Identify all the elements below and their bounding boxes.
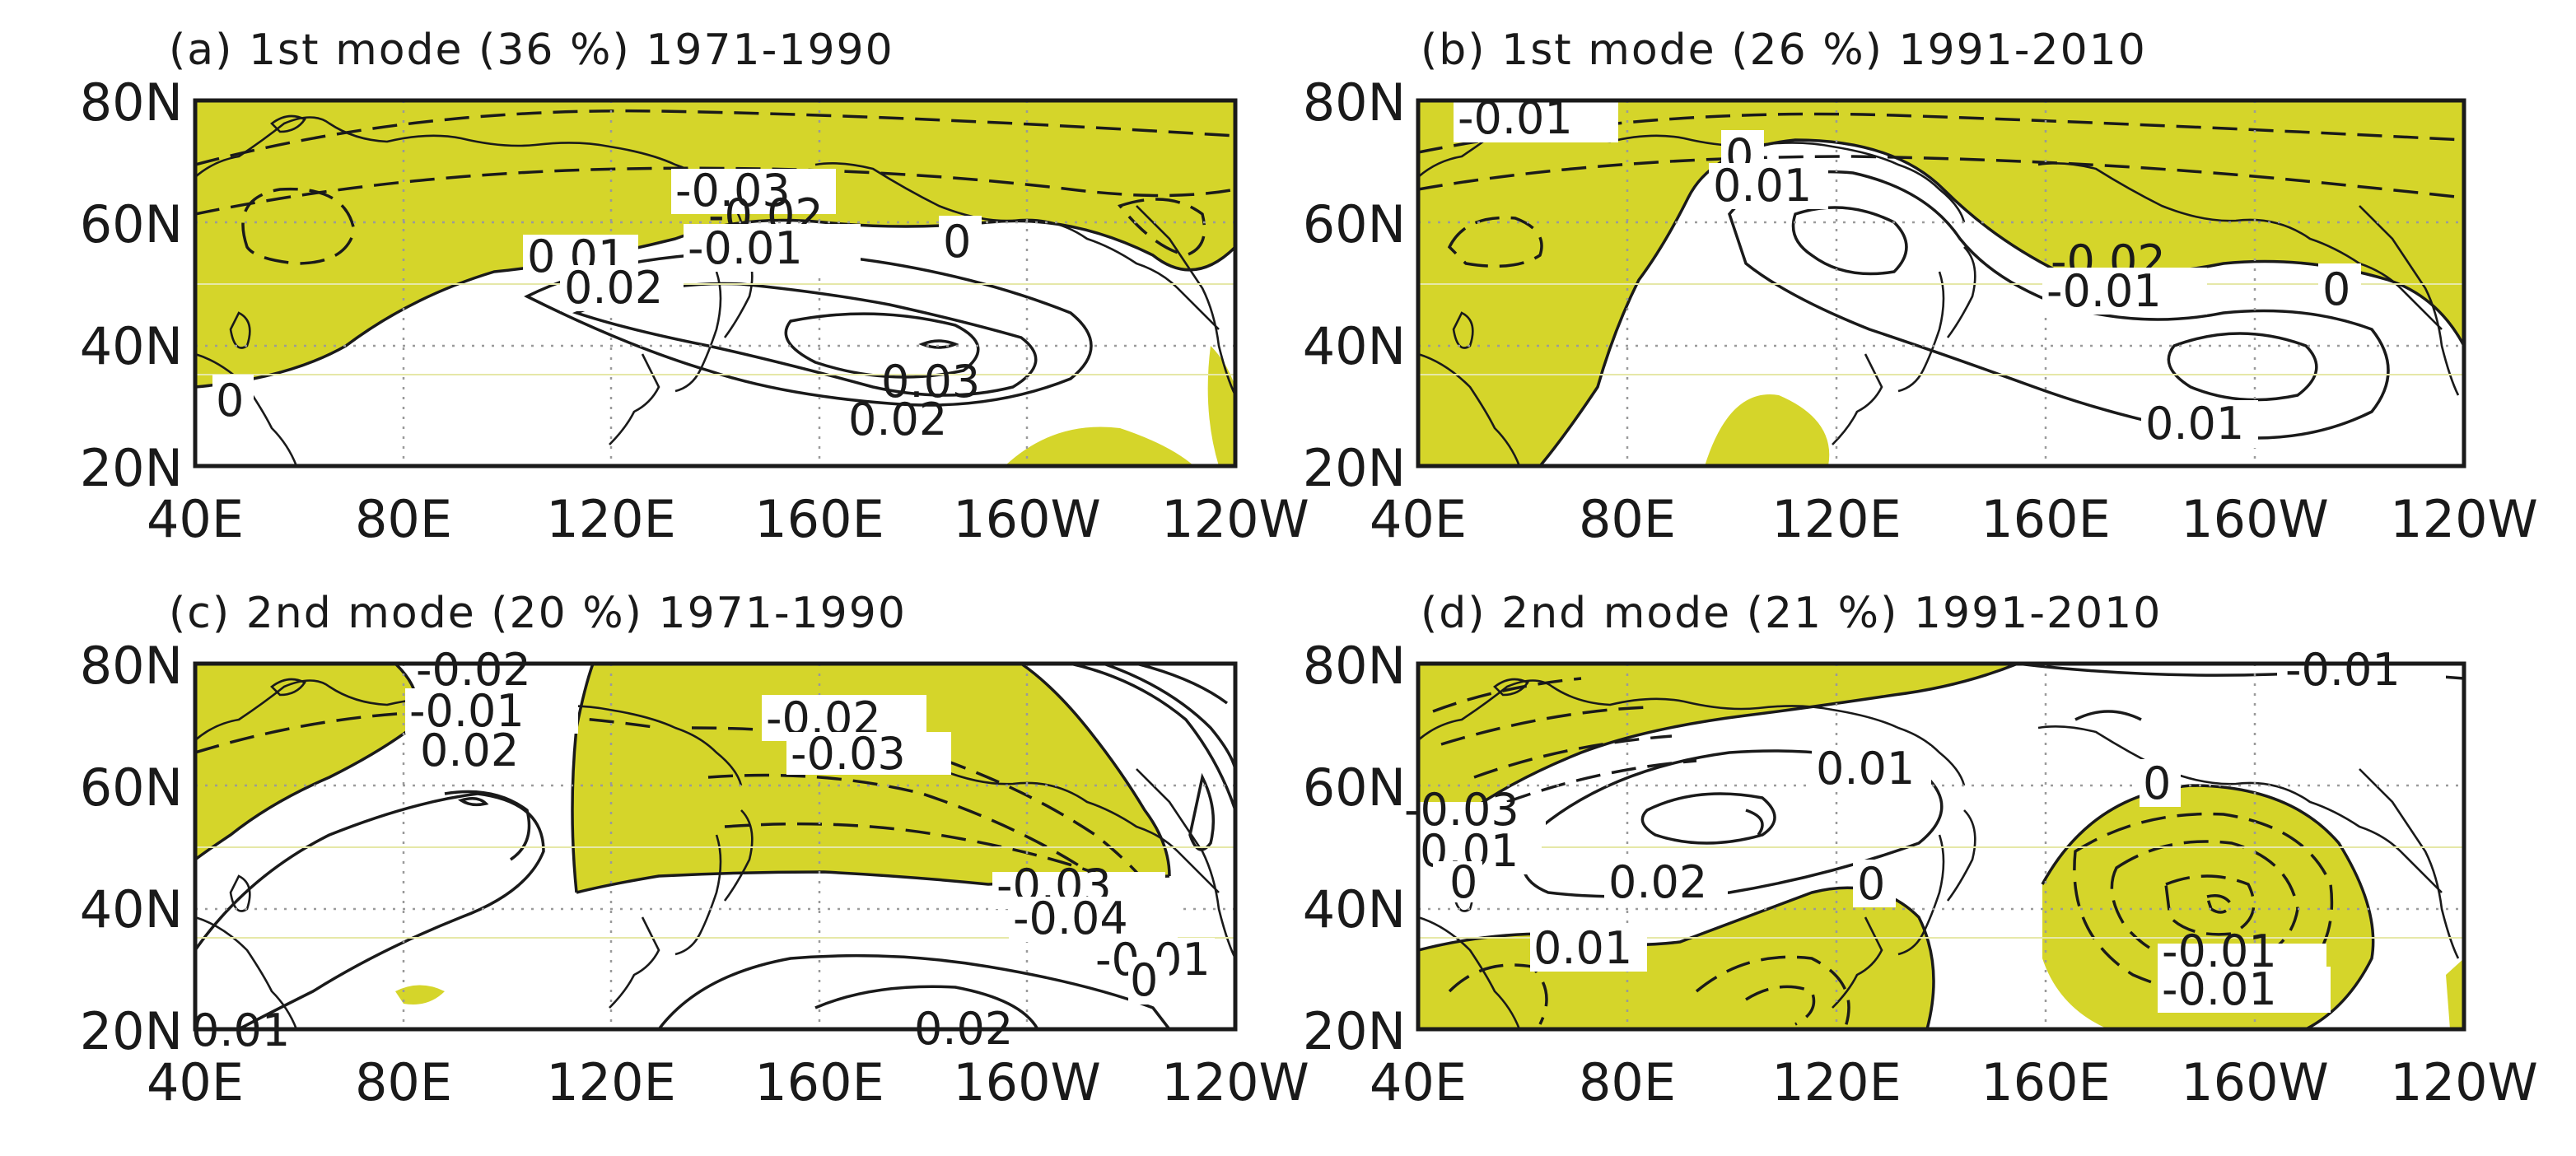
panel-a: (a) 1st mode (36 %) 1971-1990 <box>80 26 1309 549</box>
panel-c-contour-label: 0.02 <box>420 725 519 776</box>
lon-tick-label: 160E <box>754 489 884 549</box>
lat-tick-label: 80N <box>80 636 183 696</box>
panel-b-lon-ticks: 40E 80E 120E 160E 160W 120W <box>1370 489 2538 549</box>
lon-tick-label: 120W <box>2390 1052 2538 1112</box>
lon-tick-label: 80E <box>1579 1052 1676 1112</box>
panel-c-lon-ticks: 40E 80E 120E 160E 160W 120W <box>147 1052 1309 1112</box>
lat-tick-label: 20N <box>1303 438 1406 498</box>
lon-tick-label: 40E <box>147 489 244 549</box>
lon-tick-label: 80E <box>355 1052 452 1112</box>
panel-d-contour-label: 0.02 <box>1608 856 1707 908</box>
panel-b-contour-label: 0.01 <box>2145 398 2244 450</box>
panel-d-contour-labels: -0.01 0.01 0 -0.03 0.01 0 0.02 0 0.01 -0… <box>1404 644 2446 1015</box>
lon-tick-label: 160W <box>953 1052 1101 1112</box>
panel-c-contour-label: -0.03 <box>791 728 906 780</box>
panel-a-title: (a) 1st mode (36 %) 1971-1990 <box>169 26 894 75</box>
lon-tick-label: 40E <box>1370 1052 1467 1112</box>
panel-d-contour-label: -0.03 <box>1404 784 1519 836</box>
lon-tick-label: 120E <box>546 489 676 549</box>
lon-tick-label: 40E <box>147 1052 244 1112</box>
lon-tick-label: 160E <box>754 1052 884 1112</box>
panel-b-title: (b) 1st mode (26 %) 1991-2010 <box>1421 26 2147 75</box>
lon-tick-label: 160W <box>2181 489 2329 549</box>
panel-d-contour-label: 0 <box>2143 757 2171 809</box>
lat-tick-label: 40N <box>1303 879 1406 939</box>
panel-c-title: (c) 2nd mode (20 %) 1971-1990 <box>169 589 907 638</box>
lon-tick-label: 160E <box>1981 489 2111 549</box>
lat-tick-label: 60N <box>80 194 183 254</box>
panel-d-contour-label: 0 <box>1449 856 1477 908</box>
panel-b: (b) 1st mode (26 %) 1991-2010 - <box>1303 26 2538 549</box>
lon-tick-label: 120W <box>1161 489 1309 549</box>
panel-d-lon-ticks: 40E 80E 120E 160E 160W 120W <box>1370 1052 2538 1112</box>
panel-a-contour-labels: -0.03 -0.02 -0.01 0 0.01 0.02 0.03 0.02 … <box>212 165 982 445</box>
lat-tick-label: 80N <box>80 72 183 133</box>
panel-a-contour-label: 0.02 <box>848 394 947 445</box>
lon-tick-label: 160W <box>2181 1052 2329 1112</box>
panel-a-contour-label: 0.02 <box>564 262 663 314</box>
panel-d-lat-ticks: 80N 60N 40N 20N <box>1303 636 1406 1061</box>
lat-tick-label: 60N <box>80 757 183 818</box>
panel-a-lon-ticks: 40E 80E 120E 160E 160W 120W <box>147 489 1309 549</box>
lon-tick-label: 120W <box>1161 1052 1309 1112</box>
panel-d: (d) 2nd mode (21 %) 1991-2010 <box>1303 589 2538 1112</box>
panel-d-contour-label: -0.01 <box>2285 644 2401 696</box>
panel-a-contour-label: 0 <box>216 375 244 427</box>
panel-c-contour-labels: -0.02 -0.01 0.02 -0.02 -0.03 -0.03 -0.04… <box>191 644 1215 1056</box>
lat-tick-label: 80N <box>1303 72 1406 133</box>
panel-b-contour-label: 0.01 <box>1713 160 1812 212</box>
lat-tick-label: 20N <box>80 1001 183 1061</box>
lon-tick-label: 120W <box>2390 489 2538 549</box>
panel-d-contour-label: 0.01 <box>1533 922 1632 974</box>
panel-c-contour-label: 0 <box>1130 954 1158 1006</box>
lat-tick-label: 60N <box>1303 757 1406 818</box>
lat-tick-label: 80N <box>1303 636 1406 696</box>
panel-a-lat-ticks: 80N 60N 40N 20N <box>80 72 183 498</box>
panel-d-contour-label: 0 <box>1857 858 1885 910</box>
lon-tick-label: 120E <box>1771 1052 1902 1112</box>
lon-tick-label: 120E <box>1771 489 1902 549</box>
panel-b-lat-ticks: 80N 60N 40N 20N <box>1303 72 1406 498</box>
panel-a-frame <box>193 98 1238 468</box>
lat-tick-label: 20N <box>80 438 183 498</box>
lon-tick-label: 120E <box>546 1052 676 1112</box>
lat-tick-label: 60N <box>1303 194 1406 254</box>
lon-tick-label: 80E <box>1579 489 1676 549</box>
lon-tick-label: 160W <box>953 489 1101 549</box>
panel-c-frame <box>193 661 1238 1032</box>
panel-a-contour-label: -0.03 <box>675 165 791 217</box>
panel-a-contour-label: -0.01 <box>688 222 803 274</box>
panel-c-contour-label: -0.04 <box>1013 893 1128 944</box>
panel-c-contour-label: -0.02 <box>416 644 531 696</box>
lon-tick-label: 160E <box>1981 1052 2111 1112</box>
panel-b-contour-labels: -0.01 0 0.01 -0.02 -0.01 0 0.01 <box>1454 92 2361 450</box>
panel-a-contour-label: 0 <box>943 216 971 268</box>
lon-tick-label: 80E <box>355 489 452 549</box>
panel-d-contour-label: -0.01 <box>2162 963 2277 1015</box>
panel-b-gridlines <box>1418 100 2464 466</box>
panel-c: (c) 2nd mode (20 %) 1971-1990 <box>80 589 1309 1112</box>
lat-tick-label: 20N <box>1303 1001 1406 1061</box>
lat-tick-label: 40N <box>1303 316 1406 376</box>
panel-c-lat-ticks: 80N 60N 40N 20N <box>80 636 183 1061</box>
panel-b-contour-label: 0 <box>2322 263 2350 315</box>
panel-b-contour-label: -0.01 <box>2046 265 2162 317</box>
panel-d-contour-label: 0.01 <box>1816 743 1915 795</box>
panel-d-frame <box>1416 661 2466 1032</box>
lat-tick-label: 40N <box>80 316 183 376</box>
panel-a-contour-label: 0.03 <box>881 356 980 408</box>
lat-tick-label: 40N <box>80 879 183 939</box>
panel-b-frame <box>1416 98 2466 468</box>
lon-tick-label: 40E <box>1370 489 1467 549</box>
panel-d-title: (d) 2nd mode (21 %) 1991-2010 <box>1421 589 2162 638</box>
panel-a-gridlines <box>195 100 1235 466</box>
